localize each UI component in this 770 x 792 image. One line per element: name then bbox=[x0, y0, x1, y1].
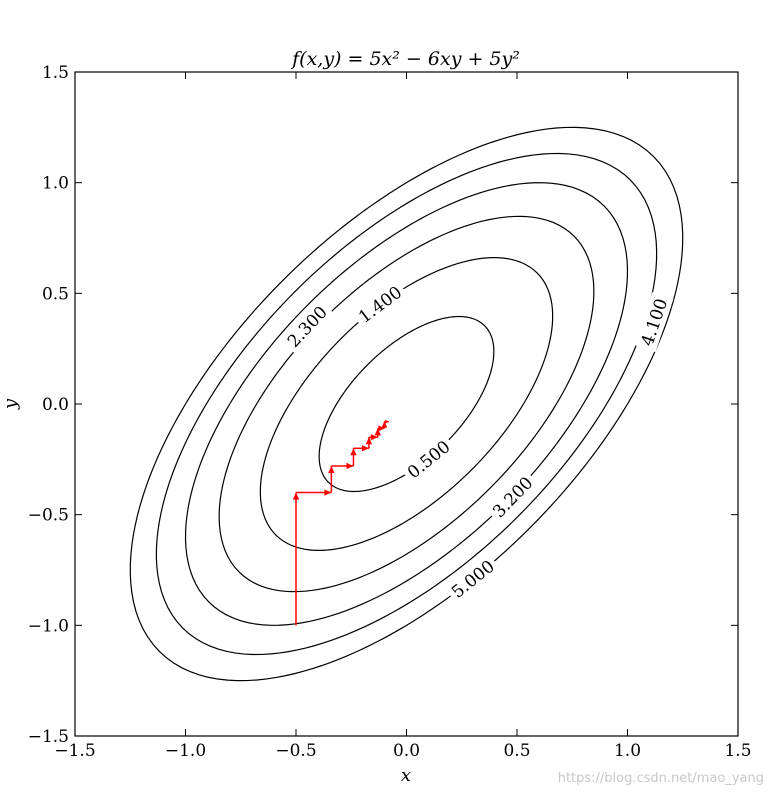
x-tick-label: 0.0 bbox=[393, 741, 420, 761]
path-arrowhead bbox=[384, 419, 389, 424]
path-arrowhead bbox=[346, 462, 354, 470]
path-arrowhead bbox=[370, 434, 378, 441]
x-ticks: −1.5 −1.0 −0.5 0.0 0.5 1.0 1.5 bbox=[54, 72, 752, 761]
contour-lines bbox=[129, 126, 684, 682]
contour-line-2 bbox=[218, 215, 595, 593]
chart-title: f(x,y) = 5x² − 6xy + 5y² bbox=[290, 48, 520, 70]
path-arrowhead bbox=[350, 448, 357, 456]
contour-label-0: 0.500 bbox=[399, 433, 458, 486]
y-tick-label: −1.0 bbox=[28, 616, 69, 636]
x-tick-label: −1.5 bbox=[54, 741, 95, 761]
path-arrowhead bbox=[361, 445, 369, 452]
path-arrowhead bbox=[381, 421, 388, 428]
contour-label-5: 5.000 bbox=[444, 552, 502, 605]
x-axis-label: x bbox=[401, 765, 411, 786]
x-tick-label: 1.5 bbox=[724, 741, 751, 761]
x-tick-label: 1.0 bbox=[614, 741, 641, 761]
descent-path bbox=[292, 419, 389, 626]
path-arrowhead bbox=[324, 489, 332, 496]
y-tick-label: 1.5 bbox=[42, 63, 69, 83]
x-tick-label: −1.0 bbox=[165, 741, 206, 761]
x-tick-label: 0.5 bbox=[503, 741, 530, 761]
contour-label-3: 3.200 bbox=[485, 469, 540, 525]
y-tick-label: 0.5 bbox=[42, 284, 69, 304]
contour-line-3 bbox=[184, 182, 629, 626]
path-arrowhead bbox=[374, 428, 381, 436]
watermark: https://blog.csdn.net/mao_yang bbox=[557, 771, 764, 786]
y-axis-label: y bbox=[0, 398, 21, 410]
x-tick-label: −0.5 bbox=[275, 741, 316, 761]
path-arrowhead bbox=[328, 465, 335, 473]
axes bbox=[74, 71, 739, 737]
y-tick-label: −1.5 bbox=[28, 727, 69, 747]
path-arrowhead bbox=[378, 425, 385, 432]
contour-label-4: 4.100 bbox=[634, 292, 674, 353]
contour-label-text: 1.400 bbox=[355, 283, 406, 328]
path-arrowhead bbox=[365, 437, 373, 445]
y-tick-label: −0.5 bbox=[28, 506, 69, 526]
contour-line-5 bbox=[129, 126, 684, 682]
y-ticks: −1.5 −1.0 −0.5 0.0 0.5 1.0 1.5 bbox=[28, 63, 738, 747]
contour-line-4 bbox=[155, 152, 658, 656]
y-tick-label: 1.0 bbox=[42, 174, 69, 194]
y-tick-label: 0.0 bbox=[42, 395, 69, 415]
path-arrowhead bbox=[292, 492, 300, 500]
contour-line-1 bbox=[259, 257, 554, 551]
plot-frame bbox=[74, 71, 739, 737]
